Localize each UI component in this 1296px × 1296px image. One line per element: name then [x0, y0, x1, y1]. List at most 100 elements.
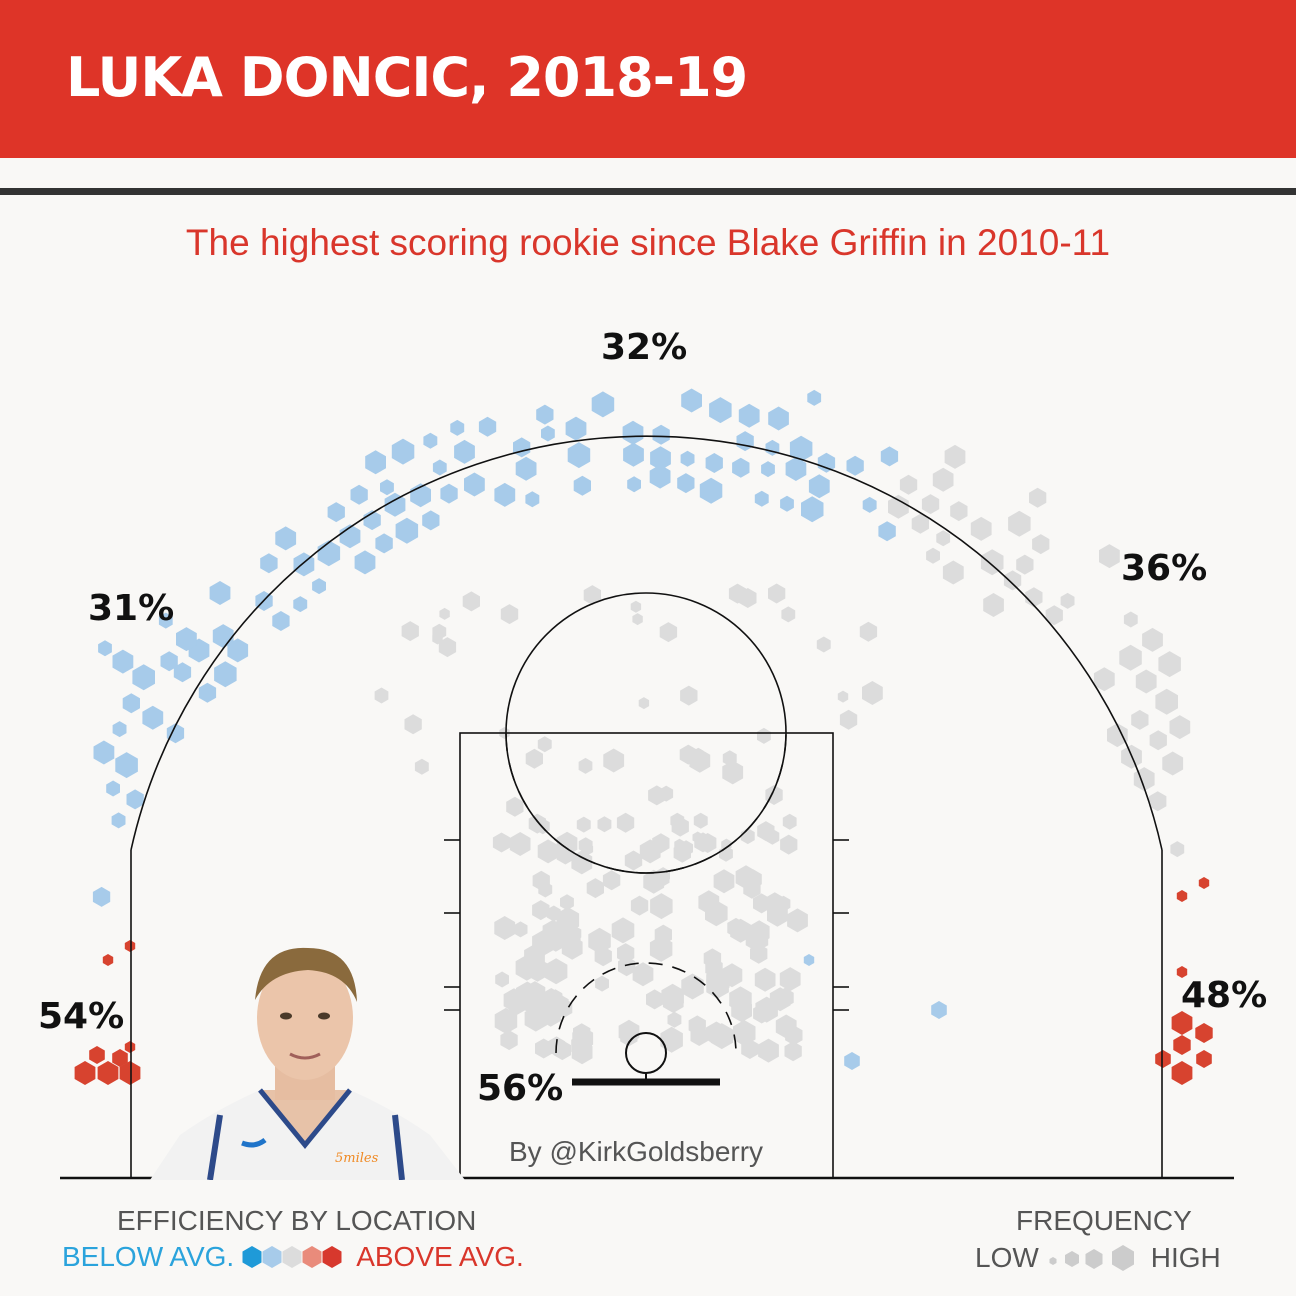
hex-paint: [521, 988, 544, 1015]
hex-paint: [617, 943, 635, 964]
hex-paint: [588, 927, 611, 954]
hex-midrange: [659, 622, 678, 643]
hex-three-point: [365, 450, 386, 475]
lane-ticks: [444, 839, 849, 1011]
hex-midrange: [638, 697, 650, 710]
frequency-scale: [1049, 1245, 1134, 1271]
hex-paint: [667, 1011, 682, 1028]
hex-paint: [509, 832, 531, 856]
hex-three-point: [950, 501, 968, 522]
hex-paint: [733, 1020, 756, 1046]
hex-paint: [532, 929, 555, 956]
hex-three-point: [92, 886, 111, 907]
efficiency-swatch: [302, 1246, 322, 1268]
zone-label-restricted: 56%: [477, 1068, 564, 1109]
hex-three-point: [395, 517, 419, 544]
hex-three-point: [878, 521, 896, 542]
hex-midrange: [768, 583, 786, 604]
hex-paint: [553, 1040, 571, 1061]
hex-paint: [643, 869, 665, 894]
hex-midrange: [679, 744, 697, 765]
hex-three-point: [494, 482, 516, 507]
hex-paint: [492, 832, 511, 853]
hex-left-corner: [124, 1041, 136, 1053]
hex-three-point: [754, 490, 769, 507]
hex-three-point: [680, 450, 695, 467]
hex-three-point: [375, 533, 393, 554]
hex-three-point: [354, 550, 376, 575]
zone-label-right-corner: 48%: [1181, 975, 1268, 1016]
hex-three-point: [1123, 611, 1138, 628]
hex-three-point: [738, 403, 760, 428]
hex-paint: [757, 821, 775, 842]
hex-three-point: [98, 640, 112, 657]
hex-three-point: [464, 472, 485, 497]
hex-three-point: [565, 416, 587, 441]
hex-paint: [515, 954, 539, 981]
hex-three-point: [801, 496, 824, 523]
svg-text:5miles: 5miles: [335, 1151, 379, 1166]
hex-three-point: [1060, 592, 1075, 609]
hex-paint: [532, 900, 550, 921]
hex-three-point: [808, 474, 830, 499]
hex-right-corner: [1171, 1061, 1193, 1085]
hex-paint: [766, 892, 784, 913]
hex-three-point: [312, 578, 326, 595]
hex-three-point: [122, 693, 140, 714]
hex-three-point: [541, 425, 555, 442]
hex-midrange: [537, 736, 552, 753]
title-banner: LUKA DONCIC, 2018-19: [0, 0, 1296, 158]
hex-three-point: [768, 406, 789, 431]
hex-paint: [758, 1038, 779, 1063]
hex-right-corner: [1155, 1050, 1171, 1068]
hex-left-corner: [97, 1061, 119, 1085]
hex-three-point: [888, 494, 909, 519]
hex-left-corner: [102, 954, 114, 966]
hex-three-point: [350, 484, 368, 505]
hex-three-point: [1032, 534, 1050, 555]
divider-rule: [0, 188, 1296, 195]
hex-paint: [618, 956, 636, 977]
paint: [459, 732, 834, 1179]
hex-three-point: [652, 424, 670, 445]
hex-three-point: [380, 479, 394, 496]
hex-right-corner: [1198, 877, 1210, 889]
hex-three-point: [293, 596, 308, 613]
hex-three-point: [275, 526, 297, 551]
hex-paint: [571, 850, 593, 875]
zone-label-left-wing: 31%: [88, 588, 175, 629]
hex-midrange: [648, 785, 666, 806]
hex-midrange: [739, 588, 757, 608]
hex-three-point: [1045, 605, 1063, 626]
hex-paint: [782, 813, 797, 830]
efficiency-swatch: [242, 1246, 262, 1268]
hex-three-point: [1016, 554, 1034, 575]
hex-paint: [703, 948, 722, 969]
hex-paint: [578, 837, 593, 854]
hex-three-point: [732, 457, 750, 478]
hex-paint: [576, 816, 591, 833]
hex-paint: [721, 963, 743, 988]
hex-paint: [662, 989, 684, 1013]
hex-paint: [775, 1014, 797, 1039]
hex-paint: [692, 831, 703, 844]
low-label: LOW: [975, 1242, 1039, 1273]
hex-three-point: [515, 456, 537, 481]
hex-three-point: [1169, 715, 1191, 740]
hex-three-point: [623, 442, 644, 467]
hex-three-point: [1149, 791, 1167, 812]
hex-three-point: [817, 452, 836, 473]
hex-midrange: [506, 796, 524, 817]
hex-three-point: [921, 494, 940, 515]
hex-three-point: [627, 476, 641, 493]
hex-paint: [699, 833, 717, 853]
hex-three-point: [1149, 730, 1167, 751]
hex-layer: [74, 388, 1213, 1085]
hex-paint: [586, 878, 604, 899]
hex-midrange: [722, 760, 744, 785]
hex-midrange: [632, 613, 643, 626]
hex-paint: [727, 917, 745, 938]
hex-paint: [513, 921, 528, 938]
hex-left-corner: [112, 1049, 128, 1067]
hex-midrange: [816, 636, 831, 653]
